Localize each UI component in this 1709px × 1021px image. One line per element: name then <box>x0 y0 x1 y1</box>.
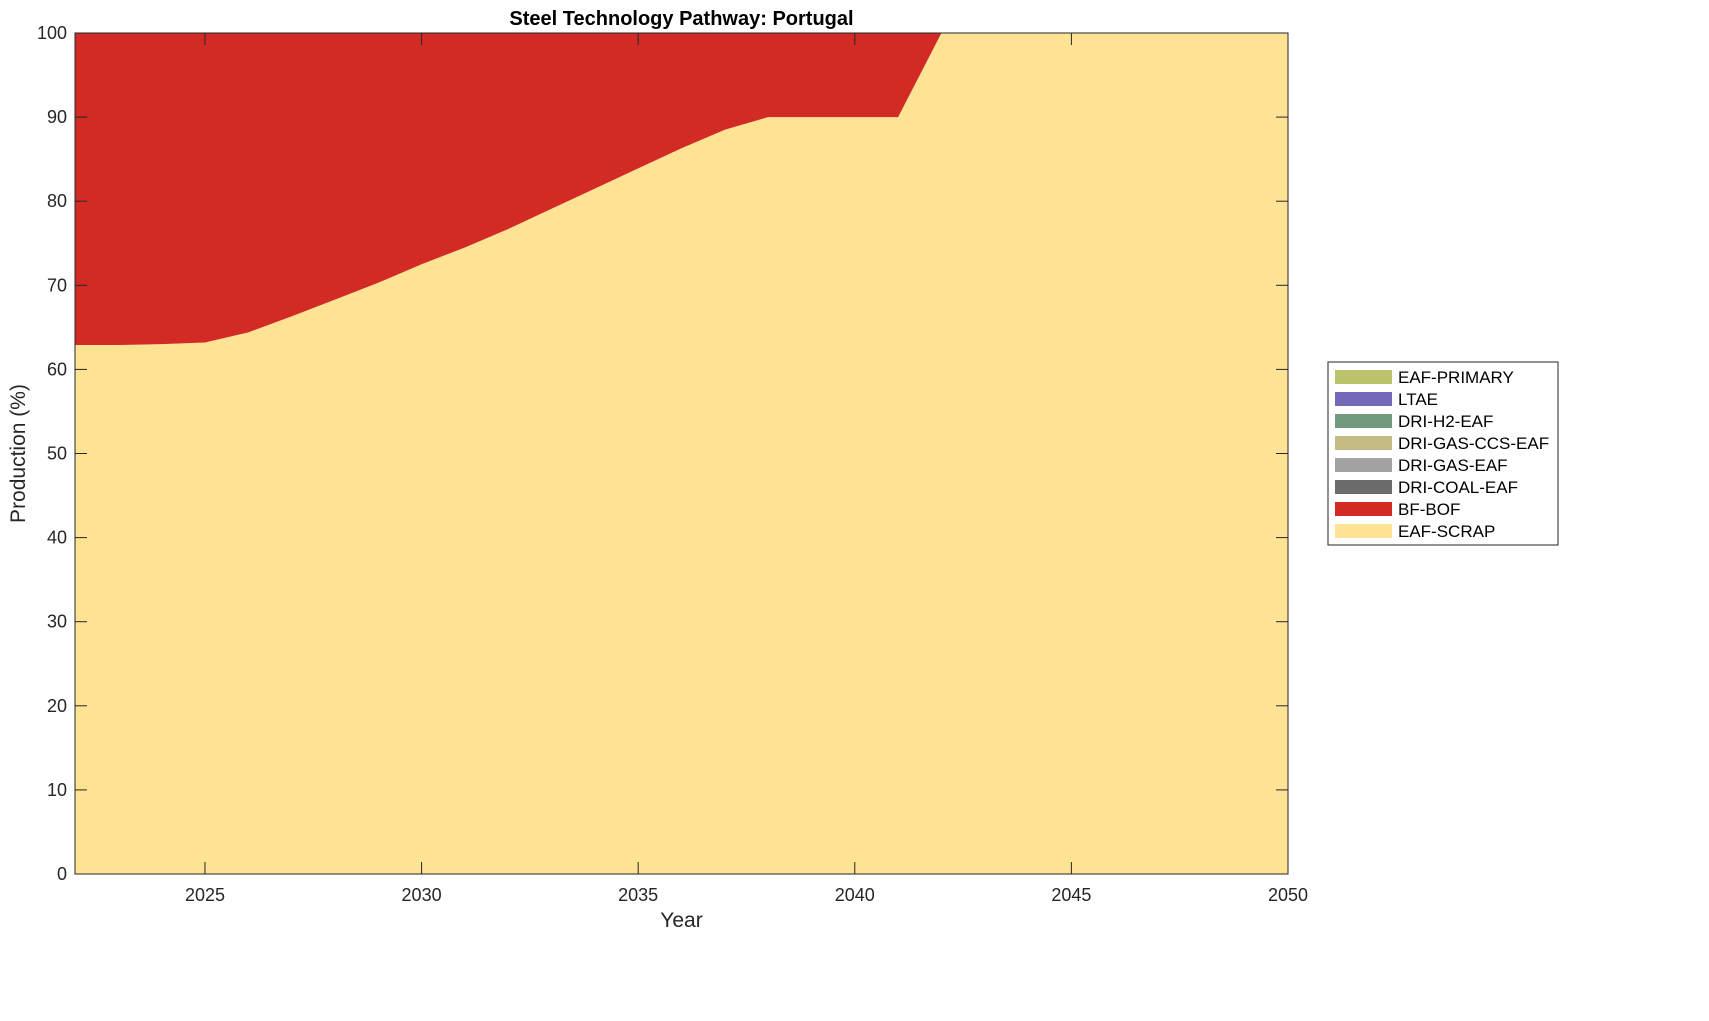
y-tick-label: 60 <box>47 359 67 379</box>
x-tick-label: 2035 <box>618 885 658 905</box>
y-tick-label: 10 <box>47 780 67 800</box>
chart-title: Steel Technology Pathway: Portugal <box>509 8 853 30</box>
x-tick-label: 2025 <box>185 885 225 905</box>
area-eaf-scrap <box>75 33 1288 874</box>
legend-label-dri-coal-eaf: DRI-COAL-EAF <box>1398 478 1518 497</box>
x-axis-title: Year <box>660 909 702 932</box>
legend-swatch-eaf-primary <box>1335 370 1392 384</box>
legend-label-eaf-primary: EAF-PRIMARY <box>1398 368 1514 387</box>
area-series-group <box>75 33 1288 874</box>
y-tick-label: 100 <box>37 23 67 43</box>
x-tick-label: 2030 <box>402 885 442 905</box>
legend-swatch-ltae <box>1335 392 1392 406</box>
x-tick-label: 2050 <box>1268 885 1308 905</box>
area-bf-bof <box>75 33 1288 346</box>
legend: EAF-PRIMARY LTAE DRI-H2-EAF DRI-GAS-CCS-EAF… <box>1327 361 1559 546</box>
legend-swatch-dri-gas-eaf <box>1335 458 1392 472</box>
legend-swatch-bf-bof <box>1335 502 1392 516</box>
legend-label-eaf-scrap: EAF-SCRAP <box>1398 522 1495 541</box>
y-axis-title: Production (%) <box>7 384 30 523</box>
legend-label-dri-h2-eaf: DRI-H2-EAF <box>1398 412 1493 431</box>
y-tick-label: 70 <box>47 275 67 295</box>
legend-swatch-eaf-scrap <box>1335 524 1392 538</box>
x-tick-label: 2040 <box>835 885 875 905</box>
legend-swatch-dri-h2-eaf <box>1335 414 1392 428</box>
legend-label-ltae: LTAE <box>1398 390 1438 409</box>
legend-swatch-dri-gas-ccs-eaf <box>1335 436 1392 450</box>
y-tick-label: 90 <box>47 107 67 127</box>
y-tick-label: 50 <box>47 444 67 464</box>
y-tick-label: 80 <box>47 191 67 211</box>
y-tick-label: 30 <box>47 612 67 632</box>
y-tick-label: 20 <box>47 696 67 716</box>
legend-label-dri-gas-ccs-eaf: DRI-GAS-CCS-EAF <box>1398 434 1549 453</box>
y-tick-label: 40 <box>47 528 67 548</box>
legend-label-dri-gas-eaf: DRI-GAS-EAF <box>1398 456 1508 475</box>
x-tick-label: 2045 <box>1051 885 1091 905</box>
legend-swatch-dri-coal-eaf <box>1335 480 1392 494</box>
y-tick-label: 0 <box>57 864 67 884</box>
legend-label-bf-bof: BF-BOF <box>1398 500 1460 519</box>
